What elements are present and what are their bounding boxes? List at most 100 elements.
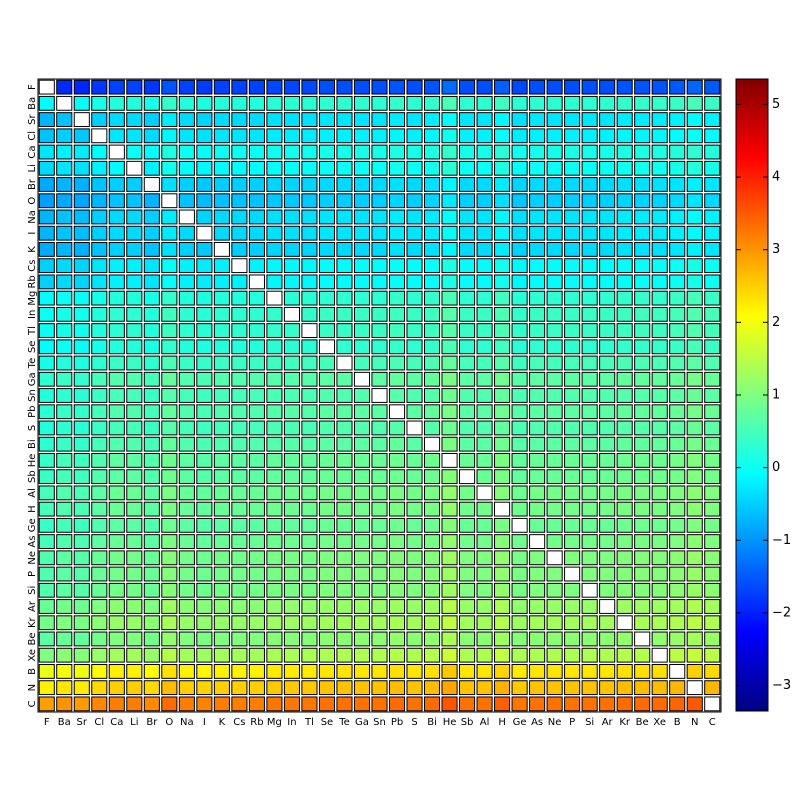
heatmap-cell — [108, 680, 125, 696]
heatmap-cell — [599, 258, 616, 274]
heatmap-cell — [704, 453, 721, 468]
heatmap-cell — [213, 664, 230, 679]
heatmap-cell — [161, 112, 178, 127]
heatmap-cell-diagonal — [529, 534, 546, 549]
heatmap-cell — [651, 404, 668, 420]
heatmap-cell — [459, 680, 476, 696]
heatmap-cell — [406, 95, 423, 111]
heatmap-cell — [126, 355, 143, 371]
heatmap-cell — [669, 144, 686, 160]
heatmap-cell — [161, 550, 178, 566]
heatmap-cell — [336, 128, 353, 144]
heatmap-cell-diagonal — [108, 144, 125, 160]
heatmap-cell — [353, 582, 371, 598]
heatmap-cell — [686, 95, 703, 111]
heatmap-cell — [283, 242, 300, 257]
heatmap-cell — [423, 664, 441, 679]
heatmap-cell — [388, 615, 406, 631]
heatmap-cell — [511, 339, 528, 355]
plot-frame — [37, 78, 722, 713]
heatmap-cell — [371, 355, 388, 371]
heatmap-cell — [248, 128, 265, 144]
heatmap-cell — [704, 388, 721, 403]
heatmap-cell — [388, 144, 406, 160]
heatmap-cell — [126, 112, 143, 127]
heatmap-cell — [599, 680, 616, 696]
heatmap-cell — [73, 371, 90, 387]
heatmap-cell — [231, 420, 248, 436]
heatmap-cell — [73, 355, 90, 371]
heatmap-cell — [406, 242, 423, 257]
x-tick-label: Al — [480, 717, 490, 728]
heatmap-cell — [476, 404, 493, 420]
heatmap-cell-diagonal — [686, 680, 703, 696]
heatmap-cell — [38, 339, 55, 355]
heatmap-cell — [371, 95, 388, 111]
heatmap-cell — [283, 177, 300, 192]
heatmap-cell — [511, 95, 528, 111]
heatmap-cell — [336, 631, 353, 647]
heatmap-cell — [406, 582, 423, 598]
heatmap-cell — [353, 144, 371, 160]
heatmap-cell — [143, 534, 160, 549]
heatmap-cell — [388, 355, 406, 371]
heatmap-cell — [371, 274, 388, 290]
heatmap-cell — [108, 128, 125, 144]
heatmap-cell — [56, 160, 73, 176]
heatmap-cell — [336, 599, 353, 614]
heatmap-cell — [581, 550, 598, 566]
heatmap-cell — [231, 582, 248, 598]
heatmap-cell — [126, 631, 143, 647]
heatmap-cell — [371, 453, 388, 468]
heatmap-cell — [651, 258, 668, 274]
heatmap-cell — [91, 501, 108, 517]
heatmap-cell — [476, 225, 493, 241]
heatmap-cell — [599, 696, 616, 712]
heatmap-cell — [353, 534, 371, 549]
heatmap-cell — [441, 128, 458, 144]
heatmap-cell-diagonal — [423, 436, 441, 452]
heatmap-cell — [423, 517, 441, 533]
heatmap-cell — [669, 631, 686, 647]
heatmap-cell — [669, 306, 686, 322]
heatmap-cell — [266, 615, 283, 631]
heatmap-cell — [336, 274, 353, 290]
heatmap-cell — [494, 599, 511, 614]
heatmap-cell — [231, 680, 248, 696]
heatmap-cell — [353, 112, 371, 127]
heatmap-cell — [546, 501, 563, 517]
heatmap-cell — [73, 242, 90, 257]
heatmap-cell — [511, 79, 528, 95]
heatmap-cell — [301, 599, 318, 614]
heatmap-cell — [476, 306, 493, 322]
heatmap-cell — [423, 274, 441, 290]
heatmap-cell — [599, 388, 616, 403]
heatmap-cell — [143, 436, 160, 452]
heatmap-cell — [178, 290, 195, 306]
heatmap-cell — [283, 160, 300, 176]
heatmap-cell — [704, 112, 721, 127]
heatmap-cell — [704, 355, 721, 371]
heatmap-cell — [161, 388, 178, 403]
heatmap-cell — [301, 128, 318, 144]
heatmap-cell — [581, 144, 598, 160]
heatmap-cell — [283, 599, 300, 614]
heatmap-cell — [108, 664, 125, 679]
heatmap-cell — [599, 420, 616, 436]
heatmap-cell — [423, 501, 441, 517]
heatmap-cell — [651, 566, 668, 582]
heatmap-cell — [126, 647, 143, 663]
heatmap-cell — [336, 453, 353, 468]
heatmap-cell — [248, 258, 265, 274]
heatmap-cell — [371, 501, 388, 517]
heatmap-cell — [353, 696, 371, 712]
heatmap-cell — [336, 160, 353, 176]
heatmap-cell — [213, 453, 230, 468]
heatmap-cell — [459, 388, 476, 403]
heatmap-cell — [669, 209, 686, 225]
colorbar-tick-label: 0 — [772, 460, 780, 475]
heatmap-cell — [108, 453, 125, 468]
heatmap-cell — [406, 615, 423, 631]
heatmap-cell-diagonal — [353, 371, 371, 387]
heatmap-cell — [564, 355, 581, 371]
